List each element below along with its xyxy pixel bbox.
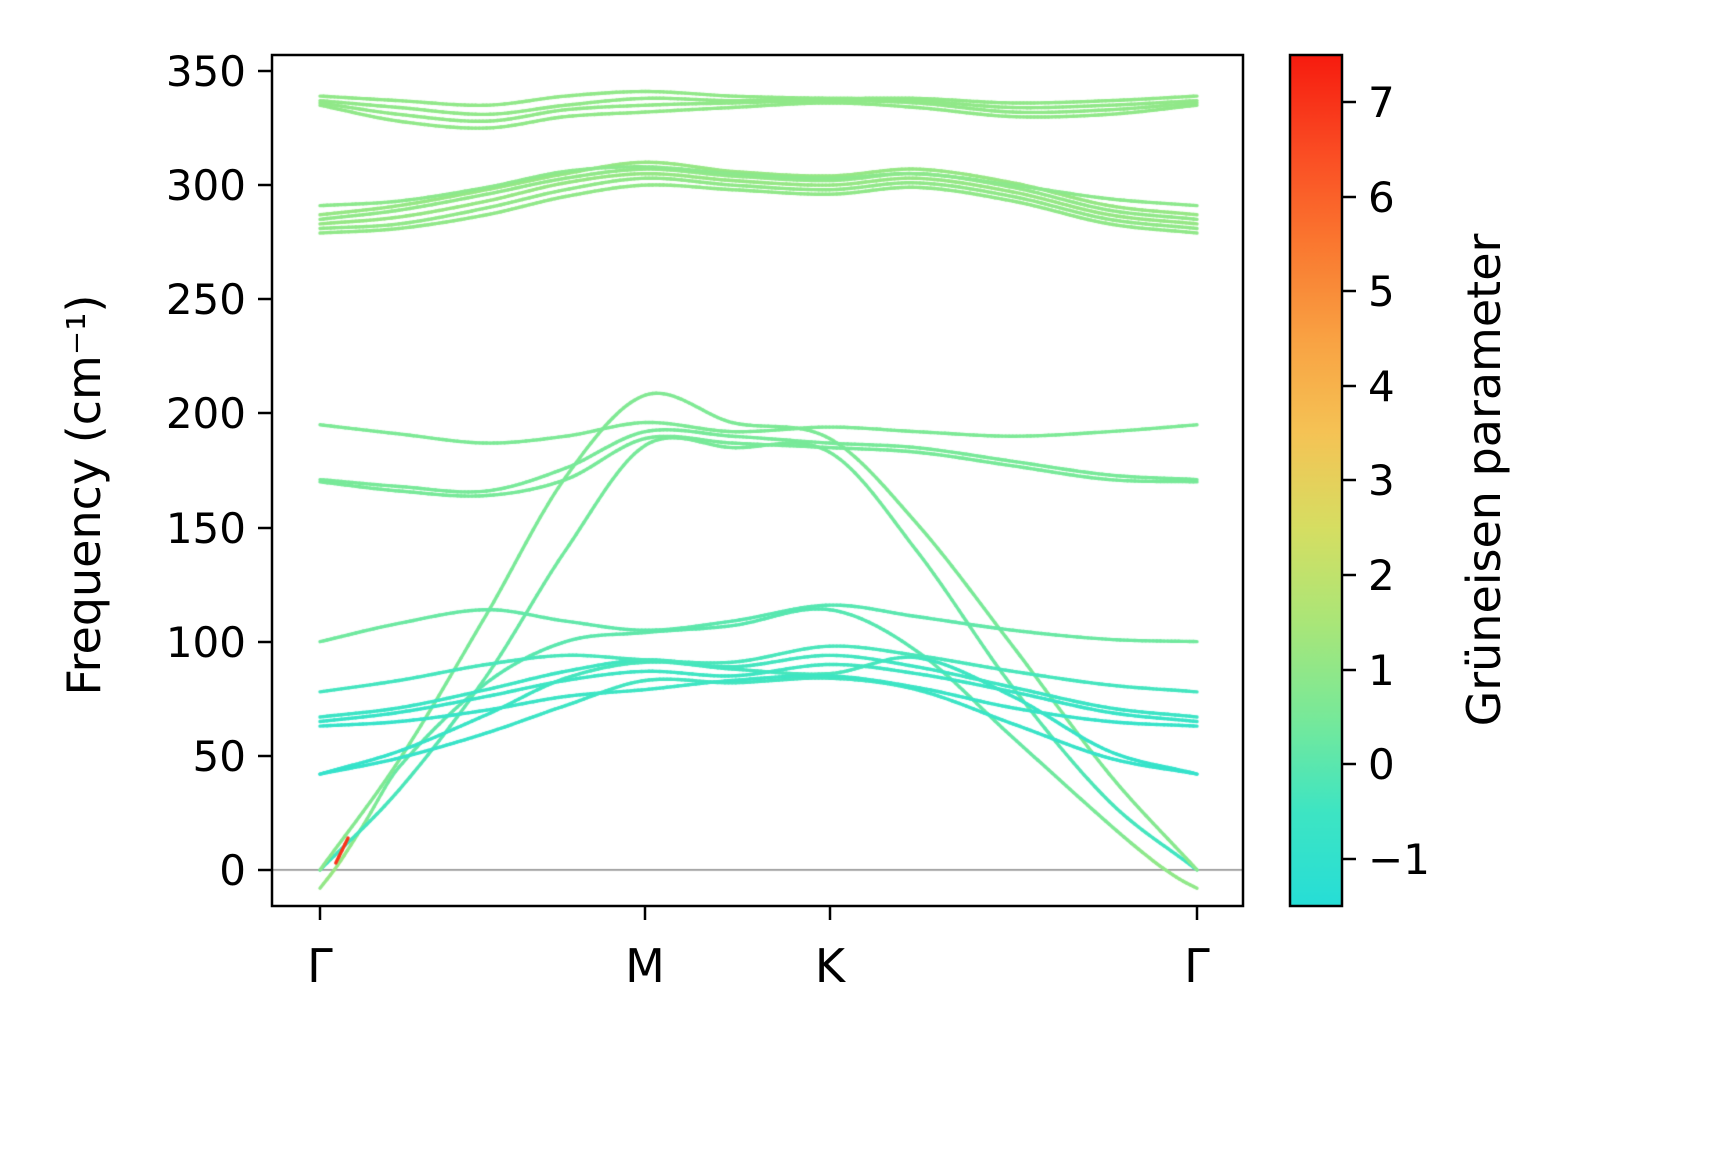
y-tick-label: 150 (166, 504, 246, 553)
x-tick-label-gamma-right: Γ (1184, 939, 1210, 993)
x-tick-label-m: M (625, 939, 665, 993)
x-axis-ticks (318, 906, 1199, 920)
colorbar-ticks (1342, 100, 1356, 861)
colorbar-tick-label: −1 (1368, 835, 1430, 884)
x-tick-label-gamma-left: Γ (307, 939, 333, 993)
colorbar-tick-label: 3 (1368, 456, 1395, 505)
colorbar-tick-label: 4 (1368, 362, 1395, 411)
colorbar-tick-label: 6 (1368, 173, 1395, 222)
colorbar-tick-label: 1 (1368, 646, 1395, 695)
y-tick-label: 0 (219, 846, 246, 895)
colorbar-tick-label: 0 (1368, 740, 1395, 789)
x-axis-tick-labels: Γ M K Γ (307, 939, 1210, 993)
colorbar-tick-label: 7 (1368, 78, 1395, 127)
y-tick-label: 50 (193, 732, 246, 781)
y-tick-label: 200 (166, 389, 246, 438)
colorbar-label: Grüneisen parameter (1457, 233, 1511, 726)
y-axis-tick-labels: 0 50 100 150 200 250 300 350 (166, 47, 246, 895)
colorbar-tick-labels: 7 6 5 4 3 2 1 0 −1 (1368, 78, 1430, 884)
colorbar-tick-label: 5 (1368, 267, 1395, 316)
y-tick-label: 100 (166, 618, 246, 667)
y-axis-label: Frequency (cm⁻¹) (57, 295, 111, 696)
colorbar-tick-label: 2 (1368, 551, 1395, 600)
y-tick-label: 300 (166, 161, 246, 210)
y-tick-label: 350 (166, 47, 246, 96)
x-tick-label-k: K (815, 939, 847, 993)
y-tick-label: 250 (166, 275, 246, 324)
colorbar-frame (1288, 53, 1344, 908)
y-axis-ticks (258, 69, 272, 872)
plot-frame (270, 53, 1245, 908)
